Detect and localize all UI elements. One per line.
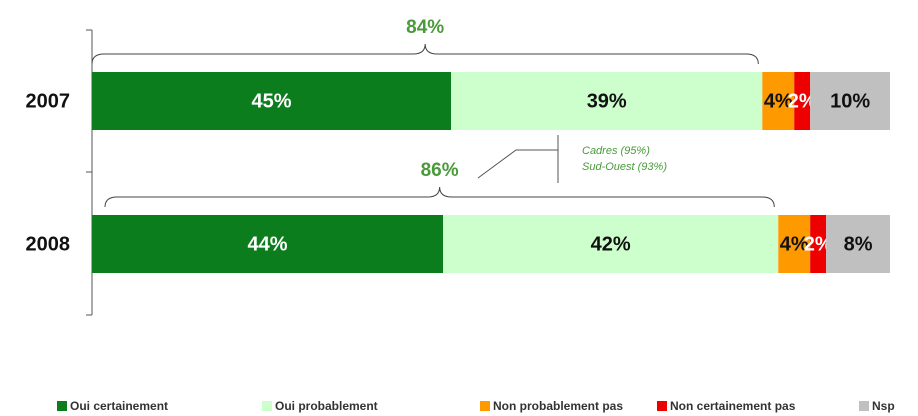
note-connector xyxy=(477,149,558,179)
bar-segment xyxy=(810,72,890,130)
total-brace xyxy=(91,43,759,65)
data-label: 42% xyxy=(591,233,631,255)
note-text: Cadres (95%) xyxy=(582,145,650,157)
legend-label: Non certainement pas xyxy=(670,399,796,413)
data-label: 10% xyxy=(830,90,870,112)
total-label: 86% xyxy=(421,160,459,181)
category-label: 2008 xyxy=(26,233,71,255)
data-label: 2% xyxy=(788,90,817,112)
legend-swatch xyxy=(480,401,490,411)
bar-segment xyxy=(794,72,811,130)
legend-swatch xyxy=(657,401,667,411)
note-text: Sud-Ouest (93%) xyxy=(582,161,667,173)
category-label: 2007 xyxy=(26,90,71,112)
bar-segment xyxy=(451,72,763,130)
legend-swatch xyxy=(859,401,869,411)
legend-swatch xyxy=(57,401,67,411)
legend-label: Oui probablement xyxy=(275,399,378,413)
legend-label: Non probablement pas xyxy=(493,399,623,413)
data-label: 4% xyxy=(764,90,793,112)
bar-segment xyxy=(778,215,811,273)
bar-segment xyxy=(443,215,779,273)
bar-segment xyxy=(92,215,444,273)
data-label: 4% xyxy=(780,233,809,255)
data-label: 45% xyxy=(252,90,292,112)
data-label: 2% xyxy=(804,233,833,255)
bar-segment xyxy=(826,215,890,273)
data-label: 39% xyxy=(587,90,627,112)
legend-swatch xyxy=(262,401,272,411)
bar-segment xyxy=(810,215,827,273)
total-brace xyxy=(104,186,775,208)
bar-segment xyxy=(92,72,452,130)
bar-segment xyxy=(762,72,795,130)
legend-label: Nsp xyxy=(872,399,895,413)
data-label: 44% xyxy=(248,233,288,255)
legend-label: Oui certainement xyxy=(70,399,168,413)
data-label: 8% xyxy=(844,233,873,255)
total-label: 84% xyxy=(406,17,444,38)
